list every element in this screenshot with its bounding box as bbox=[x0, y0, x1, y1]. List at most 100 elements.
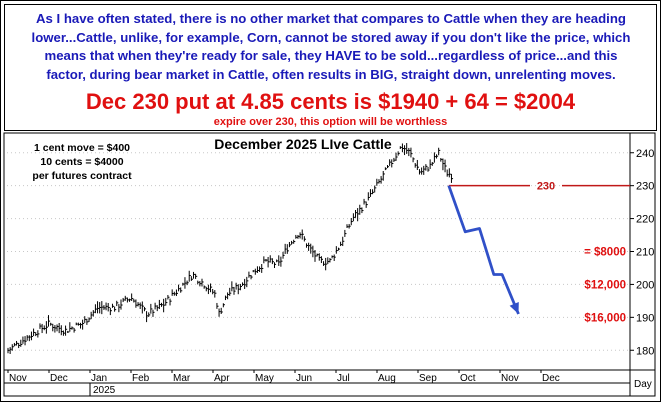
price-bar bbox=[344, 229, 347, 237]
price-bar bbox=[263, 256, 266, 264]
price-bar bbox=[26, 335, 29, 341]
price-bar bbox=[90, 311, 93, 320]
price-bar bbox=[382, 170, 385, 181]
price-bar bbox=[146, 311, 149, 323]
trade-subline: expire over 230, this option will be wor… bbox=[213, 116, 448, 128]
price-bar bbox=[265, 259, 268, 262]
price-bar bbox=[192, 271, 196, 279]
price-bar bbox=[13, 342, 16, 347]
price-bar bbox=[357, 208, 360, 222]
price-bar bbox=[175, 289, 179, 297]
price-bar bbox=[412, 157, 415, 163]
price-bar bbox=[39, 323, 42, 329]
price-bar bbox=[37, 330, 40, 338]
price-bar bbox=[444, 159, 447, 173]
price-bar bbox=[274, 262, 277, 268]
price-bar bbox=[325, 257, 328, 271]
price-bar bbox=[305, 243, 309, 248]
profit-level-label: $12,000 bbox=[584, 279, 626, 291]
price-bar bbox=[152, 309, 155, 317]
price-bar bbox=[284, 243, 287, 254]
trade-headline: Dec 230 put at 4.85 cents is $1940 + 64 … bbox=[85, 89, 576, 114]
price-bar bbox=[376, 178, 379, 186]
price-bar bbox=[116, 300, 119, 307]
price-bar bbox=[320, 256, 324, 264]
price-bar bbox=[62, 330, 66, 336]
price-bar bbox=[11, 344, 14, 351]
price-bar bbox=[178, 284, 181, 292]
price-bar bbox=[184, 277, 187, 289]
price-bar bbox=[374, 185, 377, 193]
price-bar bbox=[18, 342, 21, 349]
price-bar bbox=[77, 322, 80, 326]
projection-arrow bbox=[447, 185, 520, 315]
price-bar bbox=[180, 287, 183, 293]
price-bar bbox=[436, 154, 439, 159]
price-bar bbox=[308, 242, 311, 251]
price-bar bbox=[246, 276, 249, 288]
price-bar bbox=[342, 236, 345, 247]
price-bar bbox=[340, 241, 343, 247]
price-bar bbox=[16, 340, 19, 346]
price-bar bbox=[88, 317, 91, 322]
price-bar bbox=[278, 255, 281, 266]
contract-note: 10 cents = $4000 bbox=[40, 156, 123, 168]
commentary-line: lower...Cattle, unlike, for example, Cor… bbox=[31, 29, 631, 45]
price-bar bbox=[329, 258, 332, 263]
price-bar bbox=[186, 280, 189, 286]
price-bar bbox=[384, 167, 387, 171]
projection-path bbox=[447, 185, 520, 315]
price-bar bbox=[60, 325, 63, 336]
price-bar bbox=[254, 268, 257, 275]
price-bar bbox=[350, 217, 353, 226]
price-bar bbox=[331, 255, 334, 259]
price-bar bbox=[20, 339, 23, 347]
price-bar bbox=[352, 213, 355, 222]
price-bar bbox=[295, 234, 298, 239]
y-tick-label: 200 bbox=[636, 279, 654, 291]
x-tick-label: Nov bbox=[9, 373, 27, 384]
price-bar bbox=[143, 306, 147, 312]
price-bar bbox=[239, 283, 242, 291]
price-bar bbox=[252, 270, 255, 273]
price-bar bbox=[401, 143, 405, 153]
price-bar bbox=[52, 323, 55, 332]
price-bar bbox=[69, 322, 72, 332]
price-bar bbox=[224, 295, 228, 301]
price-bar bbox=[118, 304, 121, 313]
x-tick-label: Mar bbox=[173, 373, 191, 384]
price-bar bbox=[448, 168, 451, 178]
x-tick-label: Jul bbox=[337, 373, 350, 384]
price-bar bbox=[361, 207, 364, 214]
price-bar bbox=[261, 263, 264, 273]
price-bar bbox=[73, 327, 76, 333]
annotations: December 2025 LIve Cattle 1 cent move = $… bbox=[32, 136, 626, 324]
y-tick-label: 190 bbox=[636, 312, 654, 324]
price-bar bbox=[442, 158, 445, 171]
price-bar bbox=[122, 297, 125, 303]
price-bar bbox=[280, 256, 283, 267]
price-bar bbox=[94, 304, 98, 314]
price-bar bbox=[378, 179, 381, 184]
projection-arrowhead bbox=[509, 302, 519, 314]
price-bar bbox=[43, 325, 46, 331]
price-bar bbox=[393, 157, 396, 162]
y-tick-label: 230 bbox=[636, 181, 654, 193]
price-bar bbox=[135, 299, 138, 308]
price-bar bbox=[327, 257, 330, 264]
price-bar bbox=[256, 266, 260, 273]
contract-note: 1 cent move = $400 bbox=[34, 142, 130, 154]
commentary-box: As I have often stated, there is no othe… bbox=[4, 4, 657, 131]
price-bar bbox=[359, 204, 362, 215]
x-tick-label: Jan bbox=[91, 373, 107, 384]
price-bar bbox=[323, 261, 326, 266]
price-bar bbox=[167, 294, 170, 300]
price-bar bbox=[244, 278, 247, 289]
price-bar bbox=[259, 266, 262, 272]
profit-level-label: $16,000 bbox=[584, 312, 626, 324]
price-bar bbox=[99, 302, 102, 314]
price-bar bbox=[203, 285, 206, 289]
price-bar bbox=[229, 287, 232, 296]
price-bar bbox=[41, 323, 44, 334]
